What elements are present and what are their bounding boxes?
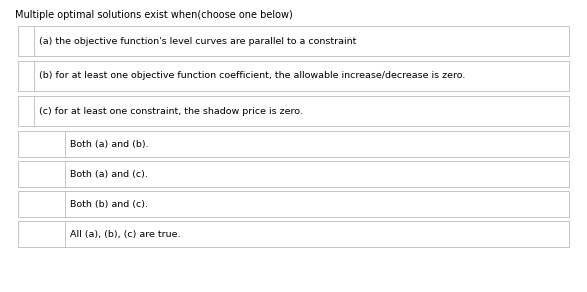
Text: Multiple optimal solutions exist when(choose one below): Multiple optimal solutions exist when(ch… (15, 10, 292, 20)
Bar (18, 221, 569, 247)
Bar (18, 191, 569, 217)
Bar (18, 96, 569, 126)
Bar (18, 26, 569, 56)
Text: All (a), (b), (c) are true.: All (a), (b), (c) are true. (70, 230, 180, 239)
Text: (b) for at least one objective function coefficient, the allowable increase/decr: (b) for at least one objective function … (39, 72, 465, 81)
Bar (18, 131, 569, 157)
Text: Both (a) and (b).: Both (a) and (b). (70, 140, 148, 149)
Text: (a) the objective function's level curves are parallel to a constraint: (a) the objective function's level curve… (39, 36, 356, 46)
Text: (c) for at least one constraint, the shadow price is zero.: (c) for at least one constraint, the sha… (39, 107, 303, 116)
Bar (18, 61, 569, 91)
Text: Both (b) and (c).: Both (b) and (c). (70, 199, 147, 208)
Bar (18, 161, 569, 187)
Text: Both (a) and (c).: Both (a) and (c). (70, 169, 147, 178)
